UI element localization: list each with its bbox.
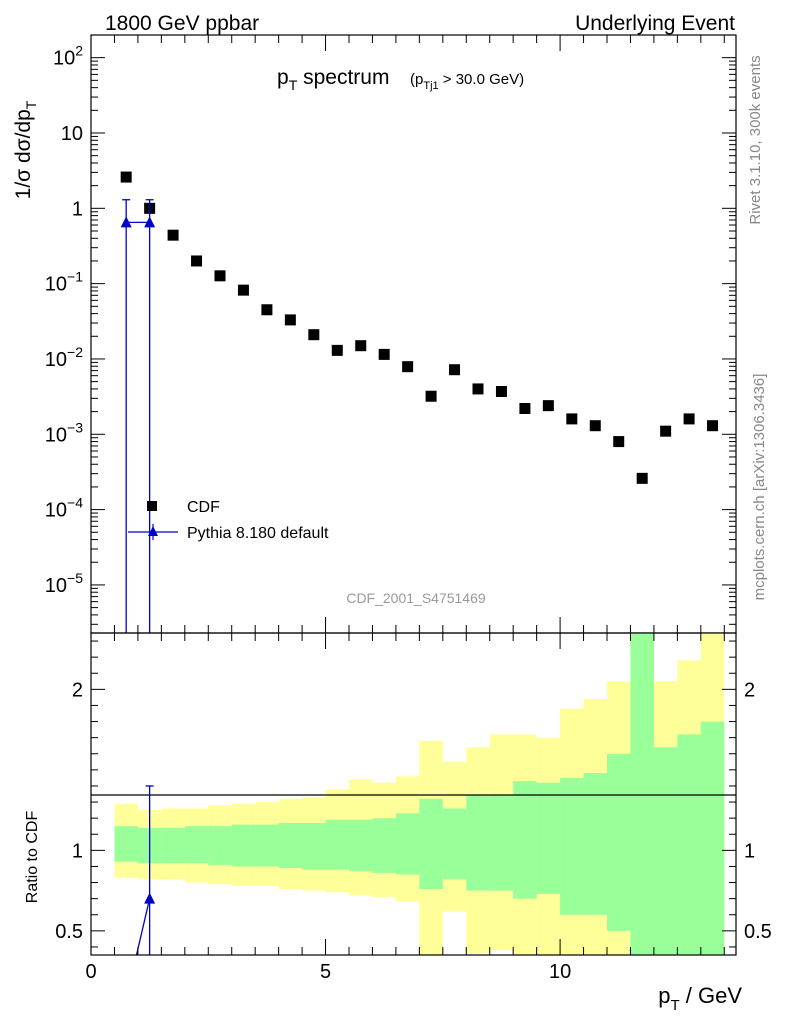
cdf-point [378,348,390,360]
x-tick-label: 10 [549,961,571,983]
x-axis-label: pT / GeV [658,983,742,1014]
x-axis: 0 5 10 [85,633,725,983]
cdf-point [683,413,695,425]
rivet-label: Rivet 3.1.10, 300k events [747,55,764,224]
main-y-tick-label: 10−2 [45,344,83,371]
main-y-axis: 10−5 10−4 10−3 10−2 10−1 1 10 102 [45,34,736,625]
cdf-point [472,383,484,395]
cdf-point [167,229,179,241]
cdf-point [613,436,625,448]
ratio-y-tick-label-right: 0.5 [744,921,772,943]
ratio-band-inner [489,795,514,891]
main-y-tick-label: 10−5 [45,570,83,597]
ratio-y-tick-label-right: 1 [744,840,755,862]
ratio-band-inner [513,781,537,899]
ratio-y-tick-label: 0.5 [55,921,83,943]
ratio-band-inner [372,818,396,873]
ratio-y-tick-label: 2 [72,679,83,701]
main-y-tick-label: 1 [72,198,83,220]
ratio-plot-frame [90,632,737,956]
cdf-point [355,340,367,352]
header-right: Underlying Event [575,12,735,35]
cdf-point [542,400,554,412]
legend: CDF Pythia 8.180 default [128,499,329,542]
main-plot: 10−5 10−4 10−3 10−2 10−1 1 10 102 pT spectrum (… [12,34,737,634]
header-left: 1800 GeV ppbar [105,12,259,35]
ratio-band-inner [466,795,490,891]
cdf-point [660,425,672,437]
legend-label-cdf: CDF [187,499,220,516]
main-y-tick-label: 10−3 [45,419,83,446]
cdf-point [636,472,648,484]
ratio-band-inner [302,822,326,870]
ratio-y-label: Ratio to CDF [24,811,41,904]
ratio-band-inner [161,827,185,864]
ratio-band-inner [349,819,373,872]
main-title-cut: (pTj1 > 30.0 GeV) [410,71,524,92]
ratio-band-inner [607,753,631,931]
ratio-band-inner [700,721,725,955]
ratio-band-inner [231,824,256,867]
cdf-point [214,270,226,282]
cdf-point [707,420,719,432]
main-y-tick-label: 10−1 [45,269,83,296]
cdf-point [519,402,531,414]
main-data-points [120,171,719,633]
ratio-band-inner [653,747,678,955]
legend-label-pythia: Pythia 8.180 default [187,525,329,542]
mcplots-label: mcplots.cern.ch [arXiv:1306.3436] [751,374,768,601]
x-tick-label: 5 [320,961,331,983]
cdf-point [425,390,437,402]
ratio-band-inner [677,734,701,955]
ratio-band-inner [395,813,420,875]
ratio-band-inner [536,782,561,894]
ratio-data-points [135,785,156,956]
ratio-y-tick-label: 1 [72,840,83,862]
main-y-label: 1/σ dσ/dpT [12,100,39,199]
main-x-ticks [90,35,725,633]
ratio-band-inner [278,822,303,869]
ratio-band-inner [419,798,443,889]
ratio-pythia-line [135,898,151,956]
legend-marker-pythia [148,526,158,536]
cdf-point [191,255,203,267]
legend-entry-pythia: Pythia 8.180 default [128,524,329,542]
cdf-point [284,314,296,326]
ratio-uncertainty-bands [114,633,725,955]
ratio-band-inner [583,773,607,915]
ratio-y-tick-label-right: 2 [744,679,755,701]
ratio-pythia-point [144,892,156,904]
cdf-point [237,284,249,296]
cdf-point [261,304,273,316]
ratio-band-inner [630,633,654,955]
analysis-watermark: CDF_2001_S4751469 [346,590,486,606]
ratio-band-inner [325,819,349,870]
main-plot-frame [90,34,737,634]
cdf-point [449,364,461,376]
ratio-y-axis: 0.5 0.5 1 1 2 2 [55,640,772,948]
ratio-plot: 0.5 0.5 1 1 2 2 0 5 10 Ratio to CDF [24,632,772,983]
legend-entry-cdf: CDF [147,499,220,516]
cdf-point [566,413,578,425]
ratio-band-inner [255,824,279,867]
main-y-tick-label: 10 [61,123,83,145]
main-title: pT spectrum [277,66,389,93]
legend-marker-cdf [147,501,157,511]
cdf-point [402,361,414,373]
cdf-point [308,329,320,341]
main-y-tick-label: 10−4 [45,495,83,522]
cdf-point [331,344,343,356]
ratio-band-inner [208,826,232,865]
cdf-point [589,420,601,432]
main-y-tick-label: 102 [53,43,83,70]
x-tick-label: 0 [85,961,96,983]
ratio-band-inner [442,808,467,880]
ratio-band-inner [184,826,209,864]
ratio-band-inner [114,826,138,862]
ratio-band-inner [560,777,584,915]
cdf-point [120,171,132,183]
cdf-point [495,385,507,397]
